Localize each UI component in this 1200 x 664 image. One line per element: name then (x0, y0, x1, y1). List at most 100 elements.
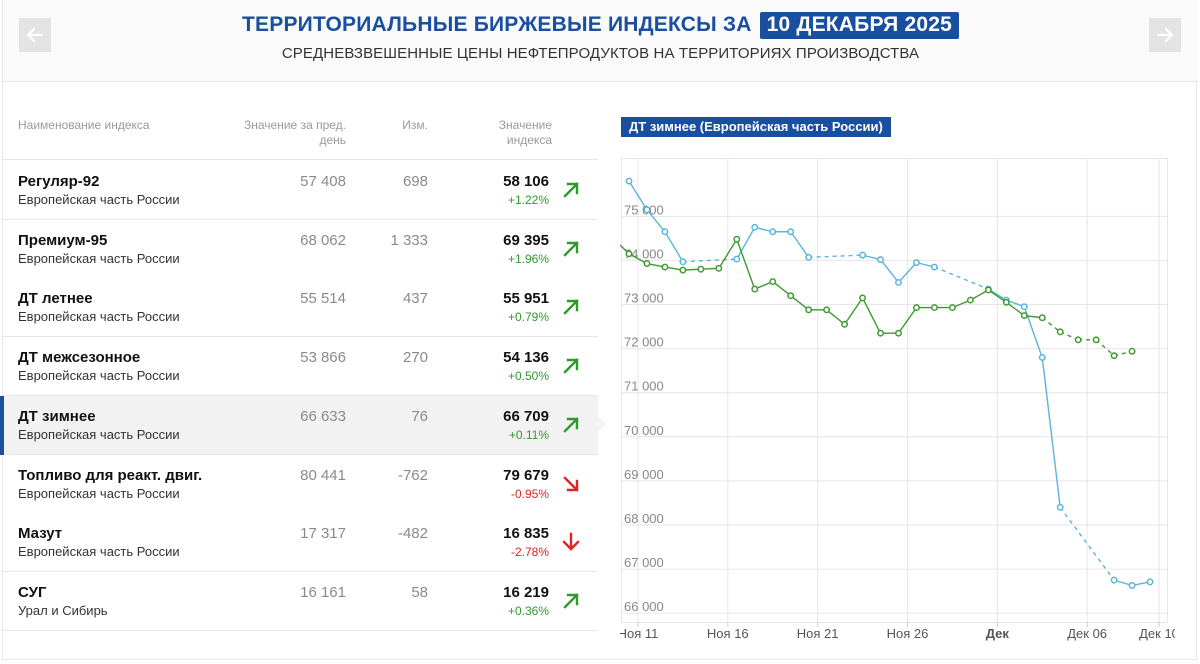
series-green-point (1092, 336, 1100, 344)
arrow-up-right-icon (563, 358, 579, 374)
series-blue-segment (628, 180, 648, 211)
index-name: Премиум-95 (18, 231, 108, 249)
series-blue-segment (736, 227, 756, 260)
page-subtitle: СРЕДНЕВЗВЕШЕННЫЕ ЦЕНЫ НЕФТЕПРОДУКТОВ НА … (281, 45, 920, 62)
series-green-segment (790, 295, 810, 311)
series-green-point (948, 304, 956, 312)
table-row[interactable]: Мазут Европейская часть России 17 317 -482 1… (3, 513, 598, 573)
prev-date-button[interactable] (19, 18, 51, 52)
index-name: СУГ (18, 583, 47, 601)
series-blue-point (895, 279, 902, 286)
arrow-up-right-icon (563, 593, 579, 609)
y-tick-label: 68 000 (624, 511, 664, 526)
prev-value: 17 317 (300, 525, 346, 543)
series-green-point (733, 235, 741, 243)
price-chart: Ноя 11 Ноя 16 Ноя 21 Ноя 26 Дек Дек 06 Дек 10 6… (618, 157, 1179, 662)
series-blue-point (859, 251, 867, 259)
series-blue-segment (1059, 506, 1115, 581)
series-blue-point (1110, 576, 1118, 584)
change-value: -482 (397, 525, 428, 543)
series-green-point (1002, 298, 1010, 306)
series-blue-point (787, 228, 795, 236)
series-green-point (1056, 328, 1064, 336)
widget-header: ТЕРРИТОРИАЛЬНЫЕ БИРЖЕВЫЕ ИНДЕКСЫ ЗА 10 ДЕ… (3, 0, 1198, 82)
next-date-button[interactable] (1149, 18, 1181, 52)
change-percent: +1.22% (507, 193, 549, 207)
index-table: Наименование индекса Значение за пред. д… (0, 104, 598, 631)
x-tick-label: Ноя 21 (797, 626, 839, 641)
active-row-pointer (598, 416, 606, 432)
arrow-left-icon (26, 27, 44, 43)
series-green-point (841, 320, 849, 328)
index-region: Урал и Сибирь (18, 602, 108, 618)
y-tick-label: 71 000 (624, 379, 664, 394)
index-region: Европейская часть России (18, 309, 180, 325)
index-value: 66 709 (503, 407, 549, 425)
series-green-point (697, 265, 705, 273)
prev-value: 55 514 (300, 290, 346, 308)
table-row[interactable]: Премиум-95 Европейская часть России 68 062… (3, 219, 598, 279)
series-blue-point (751, 223, 759, 231)
index-value: 55 951 (503, 290, 549, 308)
index-value: 69 395 (503, 231, 549, 249)
series-blue-point (1020, 303, 1028, 311)
x-tick-label: Дек (986, 626, 1010, 641)
arrow-down-right-icon (563, 475, 579, 492)
index-region: Европейская часть России (18, 544, 180, 560)
index-region: Европейская часть России (18, 192, 180, 207)
table-row[interactable]: ДТ зимнее Европейская часть России 66 633 7… (0, 395, 598, 455)
series-green-segment (861, 297, 882, 334)
change-value: 58 (411, 583, 428, 601)
series-green-segment (897, 307, 918, 334)
series-green-segment (718, 238, 738, 269)
series-blue-point (913, 259, 920, 267)
change-percent: -2.78% (510, 545, 549, 560)
series-blue-point (1056, 503, 1064, 511)
series-green-point (1038, 314, 1046, 322)
index-name: ДТ летнее (18, 290, 93, 308)
x-tick-label: Дек 10 (1139, 626, 1175, 641)
y-tick-label: 66 000 (624, 599, 664, 614)
series-blue-segment (790, 231, 810, 258)
prev-value: 57 408 (300, 173, 346, 190)
series-blue-point (769, 228, 777, 236)
change-percent: +1.96% (507, 251, 549, 266)
series-blue-point (1146, 578, 1154, 586)
arrow-up-right-icon (563, 240, 579, 257)
series-blue-segment (897, 262, 917, 283)
series-green-point (643, 260, 651, 267)
x-tick-label: Ноя 16 (707, 626, 749, 641)
y-tick-label: 70 000 (624, 423, 664, 438)
page-title: ТЕРРИТОРИАЛЬНЫЕ БИРЖЕВЫЕ ИНДЕКСЫ ЗА 10 ДЕ… (3, 12, 1198, 39)
table-row[interactable]: Топливо для реакт. двиг. Европейская част… (3, 454, 598, 514)
arrow-right-icon (1156, 27, 1174, 43)
table-row[interactable]: СУГ Урал и Сибирь 16 161 58 16 219 +0.36% (3, 571, 598, 631)
plot-frame (621, 158, 1168, 623)
series-green-point (769, 278, 777, 286)
series-blue-point (661, 228, 669, 236)
index-name: Регуляр-92 (18, 173, 100, 190)
series-blue-point (679, 258, 687, 266)
x-tick-label: Дек 06 (1067, 626, 1107, 641)
series-green-point (1020, 312, 1028, 319)
table-row[interactable]: ДТ межсезонное Европейская часть России 53… (3, 337, 598, 397)
index-region: Европейская часть России (18, 426, 180, 442)
series-blue-point (1038, 353, 1046, 361)
column-header-change: Изм. (402, 118, 428, 132)
series-green-point (679, 266, 687, 274)
table-row[interactable]: Регуляр-92 Европейская часть России 57 408… (3, 161, 598, 220)
series-blue-segment (682, 258, 737, 263)
table-row[interactable]: ДТ летнее Европейская часть России 55 514 4… (3, 278, 598, 338)
change-percent: -0.95% (510, 486, 549, 501)
index-value: 16 835 (503, 525, 549, 543)
table-header: Наименование индекса Значение за пред. д… (3, 104, 598, 160)
index-region: Европейская часть России (18, 368, 180, 384)
series-green-point (751, 285, 759, 293)
prev-value: 80 441 (300, 466, 346, 484)
series-green-point (625, 250, 633, 258)
change-value: -762 (397, 466, 428, 484)
series-green-point (966, 296, 974, 304)
series-blue-point (643, 206, 651, 214)
change-value: 437 (402, 290, 428, 308)
series-green-point (1128, 347, 1136, 355)
